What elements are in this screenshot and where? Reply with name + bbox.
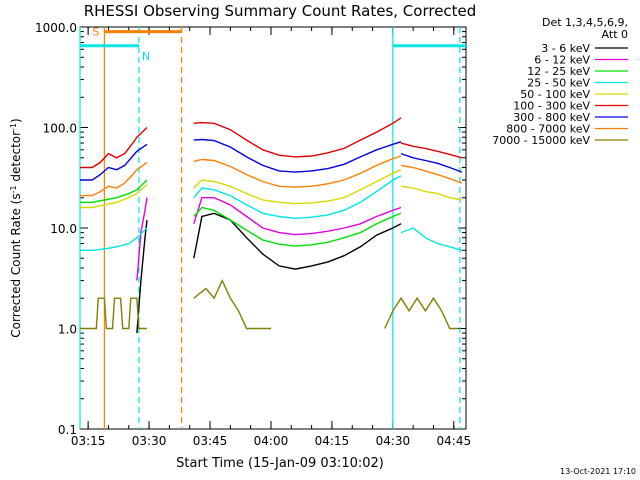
y-axis-label-mid: detector bbox=[9, 131, 23, 186]
series-line-4 bbox=[80, 184, 148, 209]
series-line-3 bbox=[80, 227, 148, 251]
series-line-5 bbox=[80, 126, 148, 169]
y-axis-label-sup2: -1 bbox=[9, 123, 18, 131]
series-line-2 bbox=[80, 179, 148, 203]
x-tick-label: 03:30 bbox=[132, 434, 167, 448]
legend-item-label: 3 - 6 keV bbox=[541, 42, 590, 55]
series-line-3 bbox=[400, 227, 463, 251]
series-line-0 bbox=[193, 212, 402, 270]
series-line-6 bbox=[193, 138, 402, 173]
legend-item-label: 800 - 7000 keV bbox=[506, 123, 590, 136]
series-line-1 bbox=[193, 197, 402, 236]
legend-item-label: 7000 - 15000 keV bbox=[492, 134, 590, 147]
plot-frame bbox=[79, 26, 467, 430]
chart-title: RHESSI Observing Summary Count Rates, Co… bbox=[84, 2, 477, 20]
x-tick-label: 04:45 bbox=[437, 434, 472, 448]
y-tick-label: 0.1 bbox=[58, 423, 77, 437]
series-line-8 bbox=[384, 296, 458, 330]
legend-item-label: 6 - 12 keV bbox=[534, 54, 590, 67]
series-line-1 bbox=[136, 197, 148, 281]
night-label: N bbox=[142, 50, 150, 63]
y-axis-label-sup1: -1 bbox=[9, 185, 18, 193]
y-tick-label: 1000.0 bbox=[35, 21, 77, 35]
series-line-7 bbox=[400, 164, 463, 184]
legend-item-label: 100 - 300 keV bbox=[513, 100, 590, 113]
series-line-4 bbox=[193, 169, 402, 205]
y-tick-label: 100.0 bbox=[43, 122, 77, 136]
series-line-8 bbox=[193, 278, 271, 330]
plot-area: 0.1 1.0 10.0 100.0 1000.0 03:15 03:30 03:45 04:0… bbox=[35, 21, 471, 448]
y-axis-label: Corrected Count Rate (s-1 detector-1) bbox=[9, 118, 24, 337]
series-line-2 bbox=[193, 206, 402, 247]
x-tick-label: 03:15 bbox=[71, 434, 106, 448]
x-tick-label: 04:15 bbox=[315, 434, 350, 448]
series-line-7 bbox=[80, 161, 148, 197]
y-tick-label: 10.0 bbox=[50, 222, 77, 236]
saa-label: S bbox=[92, 26, 99, 39]
series-line-3 bbox=[193, 175, 402, 220]
legend-item-label: 50 - 100 keV bbox=[520, 88, 590, 101]
x-tick-label: 04:30 bbox=[376, 434, 411, 448]
y-tick-label: 1.0 bbox=[58, 323, 77, 337]
series-line-8 bbox=[80, 297, 147, 330]
legend-item-label: 12 - 25 keV bbox=[527, 65, 590, 78]
series-line-7 bbox=[193, 155, 402, 188]
legend-header-line2: Att 0 bbox=[602, 28, 628, 41]
series-line-6 bbox=[400, 152, 463, 173]
series-line-4 bbox=[400, 185, 463, 201]
series-line-5 bbox=[193, 117, 402, 158]
footer-date: 13-Oct-2021 17:10 bbox=[560, 467, 636, 476]
y-axis-label-end: ) bbox=[9, 118, 23, 123]
series-line-6 bbox=[80, 143, 148, 181]
x-axis-label: Start Time (15-Jan-09 03:10:02) bbox=[176, 456, 384, 471]
legend-item-label: 300 - 800 keV bbox=[513, 111, 590, 124]
y-axis-label-main: Corrected Count Rate (s bbox=[9, 193, 23, 337]
x-tick-label: 04:00 bbox=[254, 434, 289, 448]
legend-header-line1: Det 1,3,4,5,6,9, bbox=[542, 16, 628, 29]
x-tick-label: 03:45 bbox=[193, 434, 228, 448]
legend-item-label: 25 - 50 keV bbox=[527, 77, 590, 90]
series-line-5 bbox=[400, 142, 463, 159]
